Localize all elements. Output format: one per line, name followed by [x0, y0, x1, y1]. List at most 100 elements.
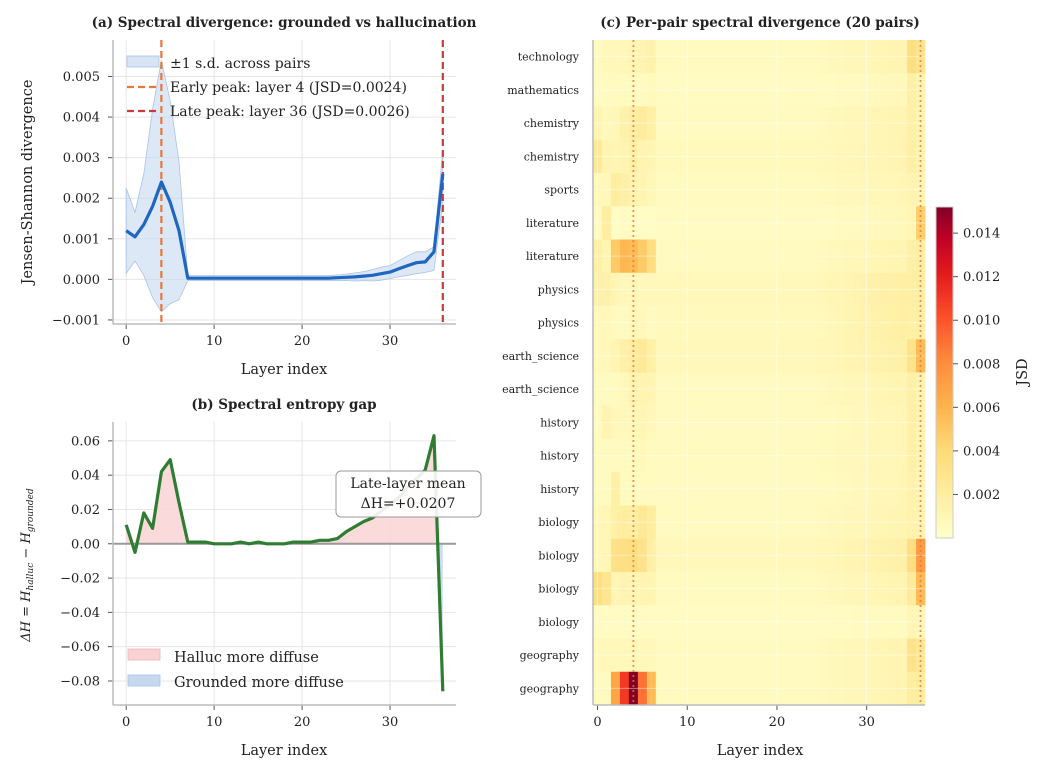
heatmap-cell: [745, 139, 755, 174]
panel-a-ylabel: Jensen-Shannon divergence: [20, 80, 36, 287]
heatmap-cell: [628, 306, 639, 340]
panel-b-legend-neg-swatch: [127, 674, 161, 687]
heatmap-xtick-label-0: 0: [593, 715, 601, 730]
heatmap-cell: [880, 272, 890, 307]
heatmap-cell: [871, 40, 881, 74]
heatmap-cell: [880, 439, 890, 473]
heatmap-cell: [871, 439, 881, 473]
heatmap-row-label: geography: [520, 649, 580, 662]
heatmap-cell: [808, 239, 818, 274]
heatmap-cell: [871, 339, 881, 373]
heatmap-cell: [700, 139, 711, 174]
heatmap-cell: [691, 439, 702, 473]
heatmap-cell: [898, 372, 908, 407]
heatmap-cell: [826, 206, 836, 240]
heatmap-row-label: chemistry: [524, 150, 580, 163]
heatmap-cell: [889, 638, 899, 673]
heatmap-cell: [727, 605, 737, 639]
heatmap-cell: [628, 572, 639, 606]
heatmap-cell: [907, 405, 917, 440]
heatmap-cell: [835, 306, 845, 340]
heatmap-cell: [664, 472, 675, 506]
heatmap-cell: [673, 472, 684, 506]
heatmap-cell: [826, 106, 836, 141]
heatmap-cell: [664, 73, 675, 107]
heatmap-cell: [907, 339, 917, 373]
heatmap-cell: [610, 372, 621, 407]
heatmap-cell: [898, 439, 908, 473]
heatmap-cell: [826, 239, 836, 274]
heatmap-cell: [727, 439, 737, 473]
heatmap-row-label: mathematics: [507, 84, 579, 97]
heatmap-cell: [718, 505, 728, 540]
heatmap-cell: [871, 638, 881, 673]
heatmap-cell: [664, 40, 675, 74]
heatmap-cell: [916, 372, 926, 407]
panel-b-legend-pos-swatch: [127, 648, 161, 661]
heatmap-cell: [835, 372, 845, 407]
heatmap-cell: [817, 405, 827, 440]
heatmap-cell: [790, 439, 800, 473]
heatmap-cell: [853, 405, 863, 440]
colorbar: [935, 206, 954, 539]
heatmap-cell: [826, 572, 836, 606]
heatmap-cell: [880, 106, 890, 141]
heatmap-cell: [709, 73, 720, 107]
panel-b-ytick-label-2: −0.04: [60, 606, 100, 621]
heatmap-cell: [664, 505, 675, 540]
panel-a-ytick-label-4: 0.003: [63, 151, 100, 166]
heatmap-cell: [727, 572, 737, 606]
heatmap-cell: [610, 538, 621, 573]
heatmap-row-label: technology: [518, 51, 580, 64]
heatmap-cell: [673, 40, 684, 74]
heatmap-cell: [916, 206, 926, 240]
heatmap-cell: [610, 671, 621, 706]
heatmap-cell: [664, 239, 675, 274]
heatmap-cell: [637, 272, 648, 307]
panel-b-xtick-label-0: 0: [122, 715, 130, 730]
heatmap-cell: [790, 173, 800, 207]
heatmap-cell: [655, 572, 666, 606]
panel-b-annotation-line2: ΔH=+0.0207: [361, 496, 456, 512]
heatmap-cell: [844, 439, 854, 473]
panel-b-ytick-label-7: 0.06: [71, 434, 100, 449]
heatmap-cell: [673, 638, 684, 673]
heatmap-cell: [916, 605, 926, 639]
heatmap-row-label: history: [540, 416, 580, 429]
panel-b-xtick-label-10: 10: [206, 715, 223, 730]
heatmap-cell: [664, 372, 675, 407]
panel-a-legend-late-label: Late peak: layer 36 (JSD=0.0026): [170, 104, 410, 120]
heatmap-cell: [691, 73, 702, 107]
heatmap-cell: [790, 405, 800, 440]
heatmap-row-label: earth_science: [502, 350, 579, 363]
heatmap-cell: [817, 505, 827, 540]
heatmap-cell: [664, 405, 675, 440]
heatmap-cell: [619, 538, 630, 573]
heatmap-cell: [718, 306, 728, 340]
panel-c-title: (c) Per-pair spectral divergence (20 pai…: [600, 15, 919, 31]
heatmap-cell: [601, 306, 612, 340]
heatmap-cell: [907, 472, 917, 506]
heatmap-cell: [718, 405, 728, 440]
heatmap-cell: [853, 671, 863, 706]
heatmap-cell: [718, 40, 728, 74]
heatmap-cell: [826, 538, 836, 573]
heatmap-cell: [754, 339, 764, 373]
heatmap-cell: [655, 439, 666, 473]
heatmap-cell: [808, 572, 818, 606]
heatmap-cell: [889, 139, 899, 174]
heatmap-cell: [709, 106, 720, 141]
heatmap-cell: [763, 40, 773, 74]
heatmap-cell: [655, 173, 666, 207]
heatmap-cell: [664, 605, 675, 639]
heatmap-cell: [700, 173, 711, 207]
heatmap-cell: [907, 605, 917, 639]
heatmap-cell: [646, 73, 657, 107]
colorbar-tick-label-5: 0.012: [963, 270, 1000, 285]
heatmap-cell: [853, 173, 863, 207]
heatmap-cell: [898, 239, 908, 274]
heatmap-cell: [763, 306, 773, 340]
heatmap-cell: [898, 605, 908, 639]
heatmap-cell: [718, 472, 728, 506]
heatmap-cell: [745, 638, 755, 673]
